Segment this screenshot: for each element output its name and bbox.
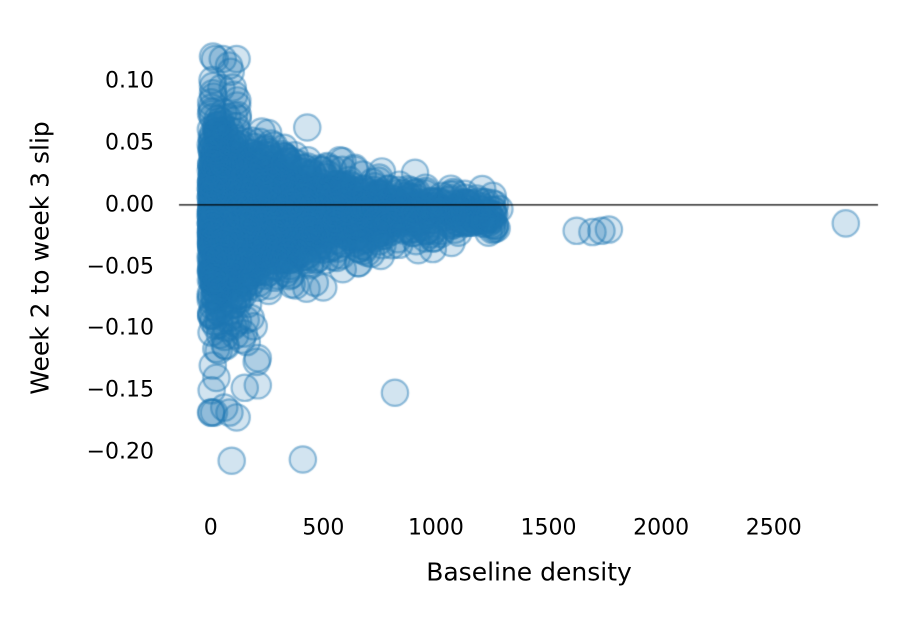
y-tick-label: −0.05 xyxy=(86,254,154,280)
x-tick-label: 2500 xyxy=(745,515,802,541)
y-tick-label: −0.20 xyxy=(86,439,154,465)
x-tick-label: 1000 xyxy=(407,515,464,541)
y-tick-label: −0.10 xyxy=(86,315,154,341)
y-tick-label: 0.00 xyxy=(105,192,154,218)
x-tick-label: 2000 xyxy=(633,515,690,541)
y-tick-label: 0.05 xyxy=(105,130,154,156)
y-axis-label: Week 2 to week 3 slip xyxy=(25,121,55,395)
x-tick-label: 500 xyxy=(302,515,345,541)
x-axis-label: Baseline density xyxy=(426,557,632,587)
y-tick-label: −0.15 xyxy=(86,377,154,403)
x-tick-label: 0 xyxy=(203,515,218,541)
x-tick-label: 1500 xyxy=(520,515,577,541)
y-tick-label: 0.10 xyxy=(105,68,154,94)
